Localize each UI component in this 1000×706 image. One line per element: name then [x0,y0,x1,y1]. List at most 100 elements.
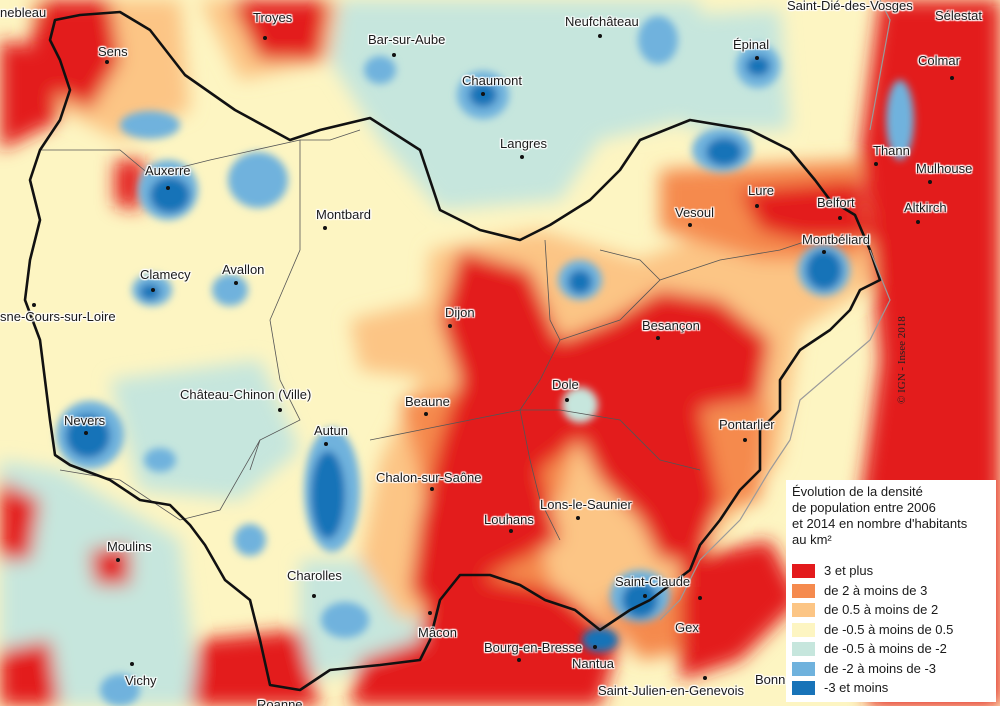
legend-label: de -2 à moins de -3 [824,660,937,676]
city-dot [928,180,932,184]
legend-label: de -0.5 à moins de -2 [824,641,947,656]
city-label: Bonn [755,672,786,687]
legend-swatch [792,681,815,695]
city-label: Clamecy [140,267,191,282]
city-label: Troyes [253,10,293,25]
city-label: Louhans [484,512,534,527]
city-dot [324,442,328,446]
city-dot [448,324,452,328]
city-dot [688,223,692,227]
city-dot [84,431,88,435]
city-label: Langres [500,136,547,151]
legend-label: de 0.5 à moins de 2 [824,602,939,617]
city-dot [576,516,580,520]
city-label: Beaune [405,394,450,409]
city-label: Charolles [287,568,342,583]
city-dot [116,558,120,562]
city-label: nebleau [0,5,47,20]
city-label: Bourg-en-Bresse [484,640,583,655]
density-decline-spots [56,16,914,706]
legend-swatch [792,661,815,676]
city-dot [130,662,134,666]
city-label: Sélestat [935,8,982,23]
city-label: Altkirch [904,200,947,215]
city-dot [656,336,660,340]
city-label: Bar-sur-Aube [368,32,446,47]
city-label: Saint-Dié-des-Vosges [787,0,913,13]
legend-swatch [792,583,815,598]
city-label: Avallon [222,262,265,277]
legend-swatch [792,622,815,637]
city-dot [151,288,155,292]
city-dot [838,216,842,220]
city-dot [598,34,602,38]
city-label: sne-Cours-sur-Loire [0,309,116,324]
city-dot [565,398,569,402]
city-dot [593,645,597,649]
city-label: Neufchâteau [565,14,639,29]
city-dot [32,303,36,307]
city-label: Mulhouse [916,161,973,176]
city-label: Autun [314,423,348,438]
city-dot [743,438,747,442]
city-dot [424,412,428,416]
city-dot [755,56,759,60]
city-dot [278,408,282,412]
city-label: Colmar [918,53,960,68]
city-dot [698,596,702,600]
city-dot [509,529,513,533]
city-dot [950,76,954,80]
city-dot [755,204,759,208]
city-label: Château-Chinon (Ville) [180,387,312,402]
map-credit: © IGN - Insee 2018 [896,316,908,404]
legend-swatch [792,642,815,656]
city-label: Saint-Julien-en-Genevois [598,683,744,698]
city-label: Belfort [817,195,855,210]
city-label: Lure [748,183,775,198]
city-dot [520,155,524,159]
legend-swatch [792,564,815,578]
city-label: Thann [873,143,910,158]
city-dot [916,220,920,224]
city-dot [392,53,396,57]
city-label: Montbard [316,207,371,222]
city-dot [481,92,485,96]
city-dot [874,162,878,166]
city-dot [263,36,267,40]
city-label: Nantua [572,656,614,671]
national-border [659,0,891,621]
city-label: Vesoul [675,205,715,220]
city-label: Besançon [642,318,700,333]
city-label: Chalon-sur-Saône [376,470,482,485]
city-label: Vichy [125,673,157,688]
city-label: Lons-le-Saunier [540,497,632,512]
city-dot [643,594,647,598]
city-label: Chaumont [462,73,522,88]
city-dot [428,611,432,615]
city-label: Montbéliard [802,232,870,247]
city-label: Auxerre [145,163,191,178]
legend-swatch [792,603,815,617]
city-dot [166,186,170,190]
city-label: Moulins [107,539,152,554]
city-label: Mâcon [418,625,458,640]
legend-label: de 2 à moins de 3 [824,582,928,598]
legend-label: -3 et moins [824,680,889,695]
city-dot [234,281,238,285]
city-dot [430,487,434,491]
city-label: Gex [675,620,699,635]
map-legend: Évolution de la densité de population en… [786,480,996,702]
city-label: Nevers [64,413,106,428]
city-label: Pontarlier [719,417,775,432]
city-label: Dijon [445,305,475,320]
city-label: Saint-Claude [615,574,691,589]
city-dot [703,676,707,680]
city-dot [105,60,109,64]
city-dot [822,250,826,254]
city-label: Dole [552,377,579,392]
city-dot [312,594,316,598]
city-label: Roanne [257,697,303,706]
legend-label: 3 et plus [824,563,874,578]
